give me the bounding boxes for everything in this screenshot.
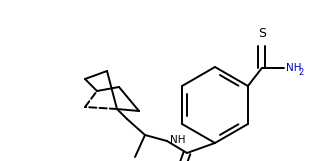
Text: S: S bbox=[258, 27, 266, 40]
Text: 2: 2 bbox=[298, 67, 303, 76]
Text: NH: NH bbox=[286, 63, 301, 73]
Text: NH: NH bbox=[170, 135, 185, 145]
